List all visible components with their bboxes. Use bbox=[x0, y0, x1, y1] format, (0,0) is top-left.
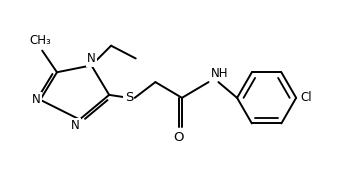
Text: O: O bbox=[173, 131, 183, 144]
Text: NH: NH bbox=[211, 67, 228, 80]
Text: N: N bbox=[87, 52, 96, 65]
Text: S: S bbox=[125, 91, 133, 104]
Text: CH₃: CH₃ bbox=[30, 34, 51, 47]
Text: N: N bbox=[31, 93, 40, 106]
Text: N: N bbox=[71, 120, 80, 133]
Text: Cl: Cl bbox=[300, 91, 312, 104]
